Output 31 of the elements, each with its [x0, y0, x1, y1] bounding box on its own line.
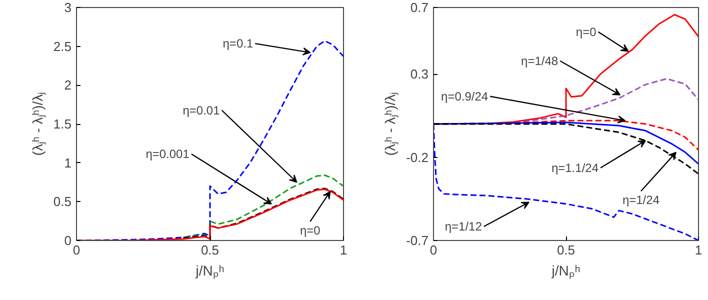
- y-tick-label: 3: [64, 0, 72, 15]
- y-axis-title: (λⱼʰ - λⱼʰ)/λⱼ: [382, 92, 400, 156]
- y-tick-label: 2.5: [53, 38, 72, 54]
- annotation: η=0.01: [182, 103, 220, 118]
- y-tick-label: -0.2: [406, 150, 429, 165]
- y-tick-label: 0.5: [53, 194, 72, 210]
- x-axis-title: j/Nₚʰ: [194, 262, 224, 280]
- y-tick-label: 0: [64, 233, 72, 248]
- line-series: [182, 188, 344, 240]
- y-tick-label: 2: [64, 78, 72, 93]
- annotation: η=0.001: [146, 146, 190, 161]
- y-tick-label: 1: [64, 155, 72, 170]
- x-tick-label: 0.5: [200, 242, 220, 258]
- annotation: η=1/24: [622, 193, 660, 208]
- x-tick-label: 1: [694, 242, 702, 258]
- y-tick-label: -0.7: [406, 233, 429, 248]
- annotation: η=0: [300, 224, 321, 238]
- line-series: [182, 174, 344, 239]
- x-axis-title: j/Nₚʰ: [550, 262, 580, 280]
- annotation: η=1/12: [444, 219, 482, 234]
- y-axis-title: (λⱼʰ - λⱼʰ)/λⱼ: [29, 92, 46, 156]
- annotation: η=1/48: [521, 54, 558, 68]
- y-tick-label: 1.5: [53, 116, 72, 132]
- annotation: η=0.1: [222, 36, 254, 51]
- annotation: η=1.1/24: [551, 160, 599, 175]
- x-tick-label: 0.5: [556, 242, 576, 258]
- y-tick-label: 0.3: [410, 66, 429, 82]
- y-tick-label: 0.7: [410, 0, 429, 15]
- annotation: η=0.9/24: [441, 89, 488, 104]
- annotation: η=0: [576, 24, 597, 39]
- x-tick-label: 1: [340, 242, 348, 258]
